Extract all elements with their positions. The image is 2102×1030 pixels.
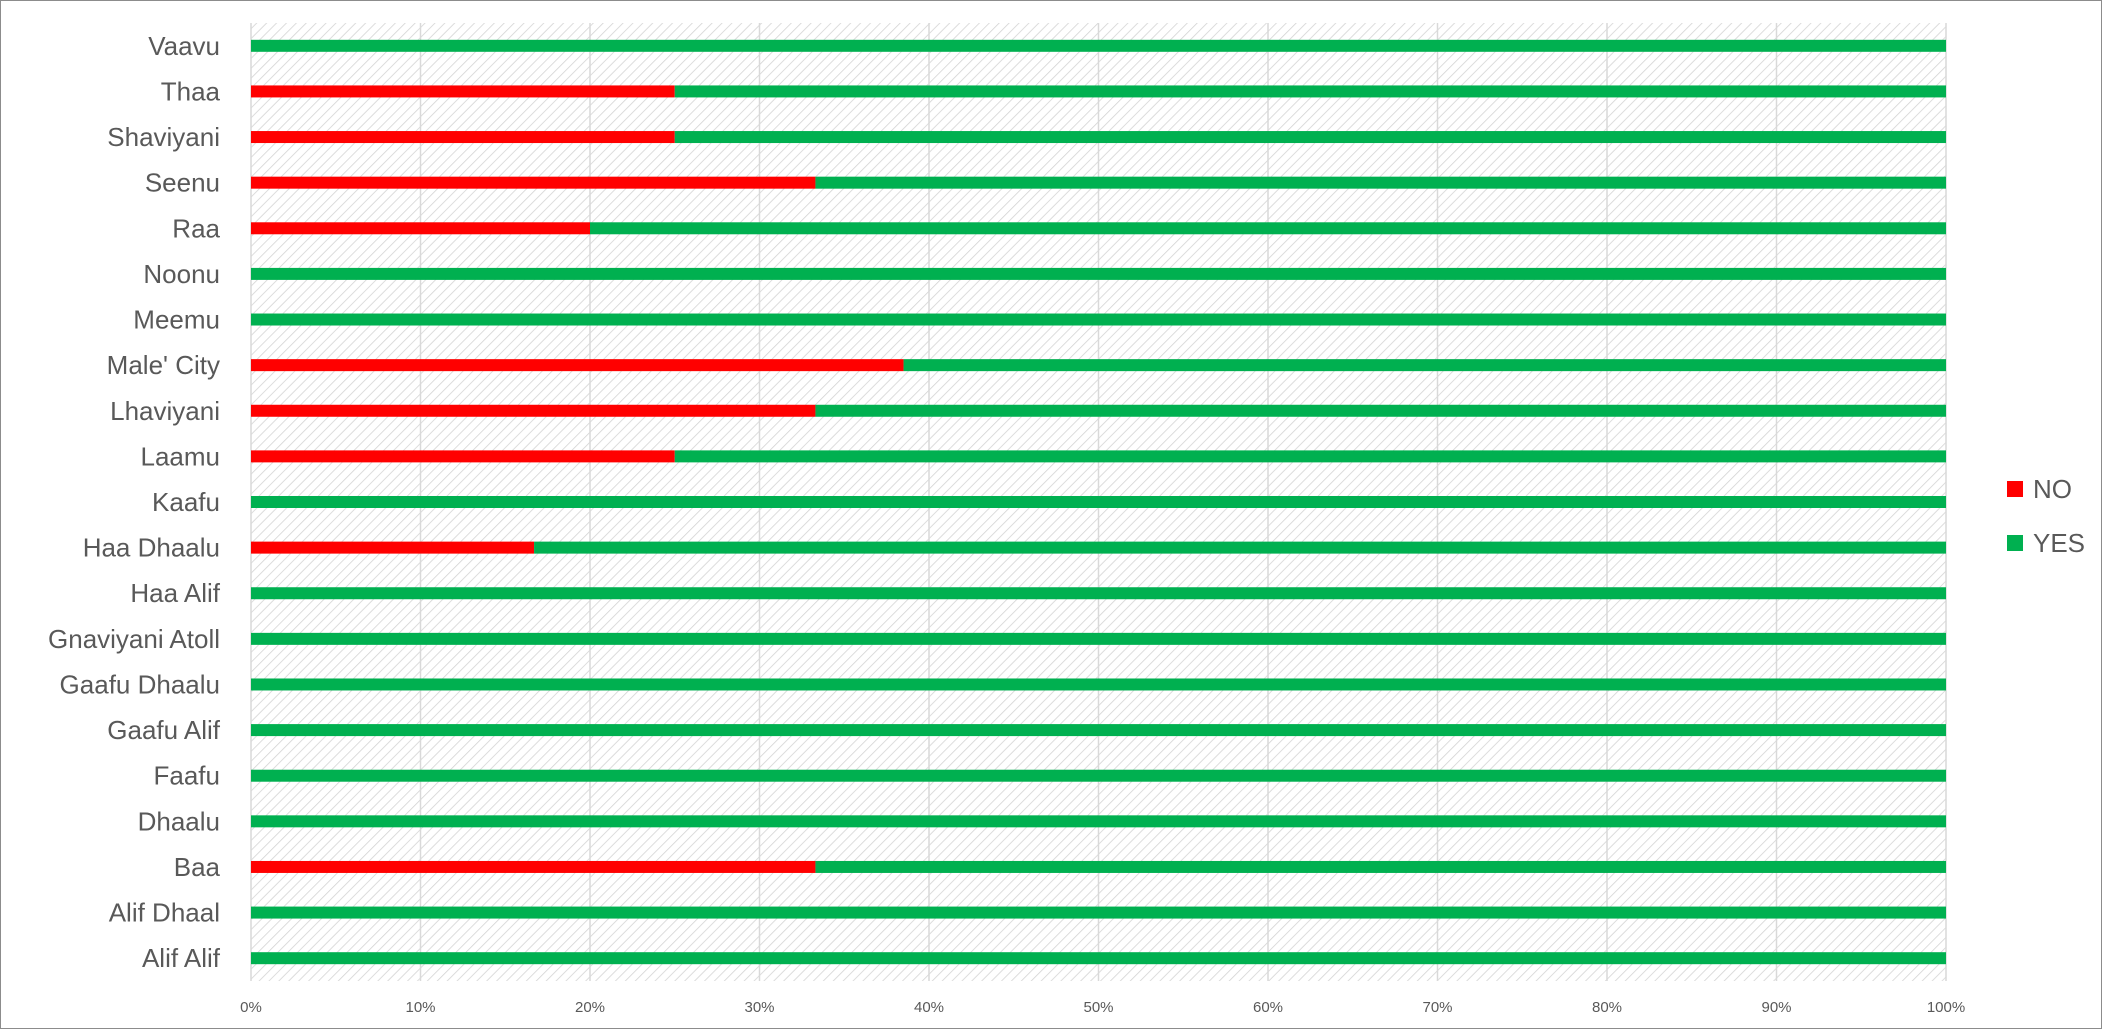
bar-no-segment [251,359,904,372]
x-tick-label: 100% [1927,999,1965,1016]
bar-yes-segment [251,632,1946,645]
bar-yes-segment [903,359,1947,372]
category-label: Shaviyani [107,122,220,152]
bar-yes-segment [251,39,1946,52]
bar-yes-segment [251,724,1946,737]
category-label: Thaa [161,76,221,106]
category-label: Raa [172,213,220,243]
legend-swatch-yes [2007,535,2023,551]
category-label: Alif Alif [142,943,221,973]
bar-yes-segment [590,222,1946,235]
category-label: Male' City [107,350,220,380]
category-label: Baa [174,852,221,882]
category-label: Meemu [133,305,220,335]
x-axis-ticks: 0% 10% 20% 30% 40% 50% 60% 70% 80% 90% 100% [240,999,1965,1016]
bar-yes-segment [251,815,1946,828]
bar-no-segment [251,176,816,189]
category-label: Dhaalu [138,806,220,836]
bar-no-segment [251,85,675,98]
category-label: Haa Alif [130,578,220,608]
bar-yes-segment [251,587,1946,600]
x-tick-label: 60% [1253,999,1283,1016]
bar-yes-segment [251,769,1946,782]
bar-no-segment [251,860,816,873]
bar-yes-segment [251,906,1946,919]
legend: NO YES [2007,474,2085,558]
bar-yes-segment [815,176,1946,189]
bar-yes-segment [251,952,1946,965]
bar-yes-segment [251,678,1946,691]
category-label: Faafu [154,761,221,791]
x-tick-label: 10% [405,999,435,1016]
category-label: Lhaviyani [110,396,220,426]
x-tick-label: 0% [240,999,262,1016]
bar-yes-segment [815,404,1946,417]
category-label: Gnaviyani Atoll [48,624,220,654]
bar-no-segment [251,450,675,463]
x-tick-label: 20% [575,999,605,1016]
category-label: Noonu [143,259,220,289]
bar-yes-segment [815,860,1946,873]
category-label: Haa Dhaalu [83,533,220,563]
x-tick-label: 80% [1592,999,1622,1016]
bar-yes-segment [251,313,1946,326]
legend-label-yes: YES [2033,528,2085,558]
x-tick-label: 40% [914,999,944,1016]
legend-label-no: NO [2033,474,2072,504]
x-tick-label: 90% [1761,999,1791,1016]
category-label: Vaavu [148,31,220,61]
bar-yes-segment [251,267,1946,280]
x-tick-label: 70% [1422,999,1452,1016]
bar-yes-segment [534,541,1947,554]
bar-no-segment [251,404,816,417]
category-label: Kaafu [152,487,220,517]
bars [251,39,1947,965]
legend-swatch-no [2007,481,2023,497]
category-labels: Alif Alif Alif Dhaal Baa Dhaalu Faafu Gaafu A… [48,31,221,973]
bar-no-segment [251,131,675,144]
category-label: Gaafu Alif [107,715,221,745]
category-label: Laamu [141,441,221,471]
bar-no-segment [251,541,535,554]
category-label: Alif Dhaal [109,898,220,928]
bar-no-segment [251,222,590,235]
bar-yes-segment [674,85,1946,98]
bar-yes-segment [251,496,1946,508]
x-tick-label: 50% [1083,999,1113,1016]
bar-yes-segment [674,450,1946,463]
x-tick-label: 30% [744,999,774,1016]
category-label: Gaafu Dhaalu [60,669,220,699]
bar-yes-segment [674,131,1946,144]
category-label: Seenu [145,168,220,198]
